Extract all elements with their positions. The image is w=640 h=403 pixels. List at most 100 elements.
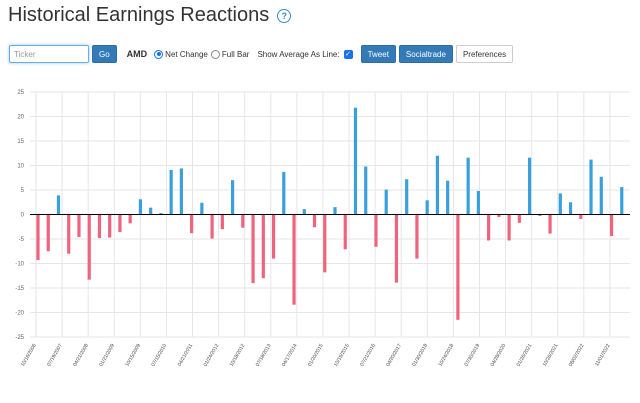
bar: [425, 200, 429, 215]
bar: [487, 214, 491, 241]
bar: [476, 190, 480, 215]
x-tick-label: 01/20/2015: [307, 343, 325, 368]
y-tick-label: 15: [17, 139, 24, 145]
bar: [200, 202, 204, 215]
x-tick-label: 04/28/2020: [490, 343, 508, 368]
bar: [579, 214, 583, 219]
x-tick-label: 10/15/2009: [124, 343, 142, 368]
y-tick-label: 25: [17, 90, 24, 96]
x-tick-label: 11/01/2022: [594, 343, 612, 368]
x-tick-label: 01/24/2012: [203, 343, 221, 368]
y-tick-label: -5: [19, 237, 25, 243]
bar: [333, 207, 337, 215]
net-change-radio[interactable]: [154, 49, 164, 59]
bar: [87, 214, 91, 280]
x-tick-label: 08/02/2022: [568, 343, 586, 368]
bar: [159, 213, 163, 215]
bar: [374, 214, 378, 247]
bar: [568, 202, 573, 215]
bar: [190, 214, 194, 234]
x-tick-label: 01/26/2021: [516, 343, 534, 368]
x-tick-label: 07/30/2019: [463, 343, 481, 368]
x-tick-label: 07/15/2010: [150, 343, 168, 368]
y-tick-label: -20: [15, 311, 24, 317]
ticker-input[interactable]: [9, 45, 89, 63]
bar: [343, 214, 347, 250]
bar: [118, 214, 122, 233]
bar: [599, 176, 603, 215]
x-tick-label: 04/21/2008: [72, 343, 90, 368]
bar: [220, 214, 224, 230]
bar: [46, 214, 50, 252]
bar: [56, 195, 61, 215]
x-tick-label: 10/24/2018: [437, 343, 455, 368]
controls-bar: Go AMD Net Change Full Bar Show Average …: [9, 44, 639, 64]
bar: [394, 214, 399, 283]
bar: [241, 214, 245, 228]
y-tick-label: 20: [17, 115, 24, 121]
tweet-button[interactable]: Tweet: [360, 45, 396, 63]
header: Historical Earnings Reactions ?: [8, 4, 292, 27]
bar: [589, 159, 593, 215]
x-tick-label: 10/26/2021: [542, 343, 560, 368]
bar: [517, 214, 521, 223]
x-tick-label: 01/21/2009: [98, 343, 116, 368]
bar: [538, 214, 542, 216]
bar: [466, 157, 470, 215]
earnings-chart: 25 20 15 10 5 0 -5 -10 -15 -20 -25 10/16/2006 07/19/…: [15, 90, 630, 368]
bar: [271, 214, 276, 259]
bar: [323, 214, 327, 273]
bar: [128, 214, 132, 224]
bar: [609, 214, 614, 237]
bar: [456, 214, 460, 320]
x-tick-label: 10/16/2006: [20, 343, 38, 368]
x-tick-label: 07/19/2007: [46, 343, 64, 368]
bar: [108, 214, 112, 238]
avg-line-checkbox[interactable]: ✓: [343, 49, 353, 59]
bar: [384, 189, 388, 215]
symbol-label: AMD: [126, 49, 148, 59]
y-tick-label: -15: [15, 286, 24, 292]
x-tick-label: 10/18/2012: [229, 343, 247, 368]
bar: [149, 207, 153, 215]
x-tick-label: 04/21/2011: [177, 343, 195, 368]
bar: [353, 107, 358, 215]
bar: [210, 214, 214, 239]
y-tick-label: 5: [21, 188, 25, 194]
x-tick-label: 04/17/2014: [281, 343, 299, 368]
bar: [620, 187, 624, 215]
y-tick-label: 10: [17, 164, 24, 170]
bar: [36, 214, 40, 261]
x-tick-label: 07/21/2016: [359, 343, 377, 368]
socialtrade-button[interactable]: Socialtrade: [398, 45, 453, 63]
y-tick-label: 0: [21, 213, 25, 219]
bar: [67, 214, 71, 254]
bar: [251, 214, 255, 284]
help-icon[interactable]: ?: [277, 8, 292, 23]
full-bar-label: Full Bar: [221, 49, 250, 59]
bar: [169, 169, 173, 215]
full-bar-radio[interactable]: [210, 49, 220, 59]
bar: [405, 179, 409, 215]
bar: [527, 157, 532, 215]
bar: [446, 180, 450, 215]
bar: [364, 166, 368, 215]
x-tick-label: 04/20/2017: [385, 343, 403, 368]
x-tick-label: 01/30/2018: [411, 343, 429, 368]
bar: [435, 155, 440, 215]
bar: [558, 193, 562, 215]
net-change-label: Net Change: [165, 49, 208, 59]
bar: [548, 214, 552, 234]
bar: [312, 214, 317, 228]
bar: [230, 180, 235, 215]
bar: [282, 171, 286, 215]
y-tick-label: -25: [15, 335, 24, 341]
bar: [292, 214, 296, 305]
x-tick-label: 07/18/2013: [255, 343, 273, 368]
bar: [415, 214, 419, 259]
preferences-button[interactable]: Preferences: [455, 45, 514, 63]
y-tick-label: -10: [15, 262, 24, 268]
go-button[interactable]: Go: [92, 45, 117, 63]
bar: [261, 214, 265, 279]
page-title: Historical Earnings Reactions: [8, 4, 270, 26]
